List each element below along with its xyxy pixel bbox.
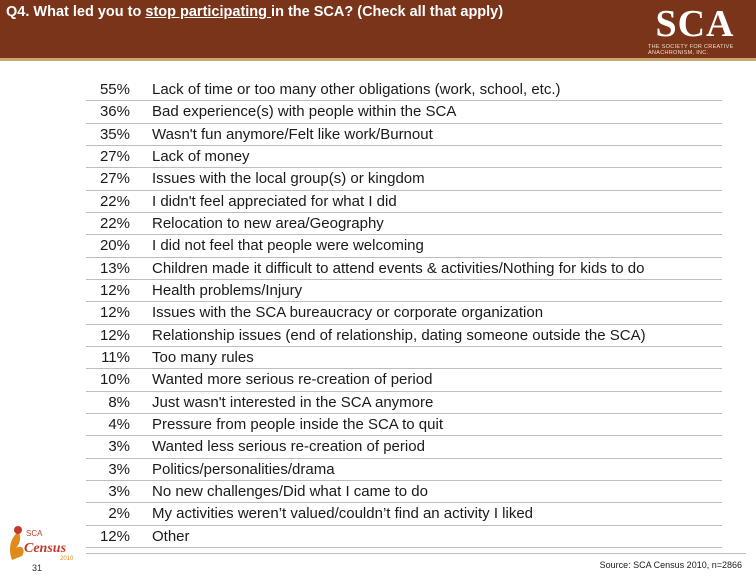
response-label: I didn't feel appreciated for what I did	[152, 192, 397, 210]
list-item: 22% I didn't feel appreciated for what I …	[86, 191, 722, 213]
bottom-divider	[86, 553, 746, 554]
response-label: Just wasn't interested in the SCA anymor…	[152, 393, 434, 411]
response-percent: 22%	[99, 214, 130, 232]
slide-header: Q4. What led you to stop participating i…	[0, 0, 756, 61]
response-label: Bad experience(s) with people within the…	[152, 103, 457, 121]
list-item: 22% Relocation to new area/Geography	[86, 213, 722, 236]
response-label: Wanted less serious re-creation of perio…	[152, 438, 425, 456]
census-logo: SCA Census 2010	[4, 522, 84, 572]
list-item: 36% Bad experience(s) with people within …	[86, 101, 722, 124]
response-label: Pressure from people inside the SCA to q…	[152, 415, 443, 433]
sca-logo: SCA THE SOCIETY FOR CREATIVE ANACHRONISM…	[640, 4, 750, 58]
question-prefix: Q4. What led you to	[6, 4, 146, 20]
response-percent: 55%	[99, 81, 130, 98]
list-item: 20% I did not feel that people were welco…	[86, 235, 722, 258]
list-item: 4% Pressure from people inside the SCA to…	[86, 414, 722, 437]
list-item: 35% Wasn't fun anymore/Felt like work/Bur…	[86, 124, 722, 146]
response-percent: 3%	[108, 482, 130, 500]
response-label: Health problems/Injury	[152, 281, 303, 299]
list-item: 8% Just wasn't interested in the SCA anym…	[86, 392, 722, 414]
response-label: Politics/personalities/drama	[152, 460, 335, 478]
response-percent: 3%	[108, 438, 130, 456]
response-label: Relationship issues (end of relationship…	[152, 326, 646, 344]
census-logo-year: 2010	[60, 556, 74, 562]
list-item: 12% Other	[86, 526, 722, 548]
list-item: 12% Issues with the SCA bureaucracy or co…	[86, 302, 722, 325]
census-logo-word: Census	[24, 541, 67, 556]
response-label: Lack of money	[152, 147, 250, 165]
response-percent: 2%	[108, 505, 130, 523]
response-label: Wasn't fun anymore/Felt like work/Burnou…	[152, 125, 433, 143]
list-item: 27% Lack of money	[86, 146, 722, 169]
census-logo-icon: SCA Census 2010	[10, 526, 74, 562]
response-label: Too many rules	[152, 348, 254, 366]
response-percent: 35%	[99, 125, 130, 143]
response-label: Issues with the local group(s) or kingdo…	[152, 170, 425, 188]
response-percent: 11%	[101, 348, 130, 366]
response-percent: 10%	[99, 371, 130, 389]
list-item: 3% Politics/personalities/drama	[86, 459, 722, 481]
question-title: Q4. What led you to stop participating i…	[6, 3, 606, 22]
response-percent: 12%	[99, 326, 130, 344]
response-percent: 12%	[99, 281, 130, 299]
list-item: 55% Lack of time or too many other obliga…	[86, 79, 722, 102]
list-item: 3% Wanted less serious re-creation of per…	[86, 436, 722, 459]
response-percent: 27%	[99, 170, 130, 188]
list-item: 12% Relationship issues (end of relations…	[86, 325, 722, 347]
sca-logo-text: SCA	[655, 3, 735, 45]
response-label: No new challenges/Did what I came to do	[152, 482, 428, 500]
response-percent: 27%	[99, 147, 130, 165]
source-note: Source: SCA Census 2010, n=2866	[599, 560, 742, 570]
list-item: 10% Wanted more serious re-creation of pe…	[86, 369, 722, 392]
response-label: My activities weren’t valued/couldn’t fi…	[152, 505, 534, 523]
list-item: 12% Health problems/Injury	[86, 280, 722, 303]
question-underlined: stop participating	[145, 4, 272, 20]
response-label: Wanted more serious re-creation of perio…	[152, 371, 433, 389]
list-item: 27% Issues with the local group(s) or kin…	[86, 168, 722, 191]
response-label: Issues with the SCA bureaucracy or corpo…	[152, 304, 544, 322]
page-number: 31	[32, 563, 43, 573]
response-percent: 8%	[108, 393, 130, 411]
response-label: Children made it difficult to attend eve…	[152, 259, 645, 277]
list-item: 13% Children made it difficult to attend …	[86, 258, 722, 280]
response-list: 55% Lack of time or too many other obliga…	[86, 79, 722, 548]
response-percent: 12%	[99, 304, 130, 322]
response-percent: 22%	[99, 192, 130, 210]
list-item: 2% My activities weren’t valued/couldn’t …	[86, 503, 722, 526]
census-logo-top: SCA	[26, 529, 43, 538]
response-percent: 12%	[99, 527, 130, 545]
list-item: 11% Too many rules	[86, 347, 722, 370]
response-percent: 36%	[99, 103, 130, 121]
response-label: Relocation to new area/Geography	[152, 214, 384, 232]
sca-logo-subtitle: THE SOCIETY FOR CREATIVE ANACHRONISM, IN…	[648, 44, 734, 56]
response-percent: 20%	[99, 237, 130, 255]
list-item: 3% No new challenges/Did what I came to d…	[86, 481, 722, 504]
response-percent: 3%	[108, 460, 130, 478]
response-percent: 13%	[99, 259, 130, 277]
response-label: Other	[152, 527, 190, 545]
question-suffix: in the SCA? (Check all that apply)	[271, 4, 504, 20]
response-label: I did not feel that people were welcomin…	[152, 237, 424, 255]
response-percent: 4%	[108, 415, 130, 433]
response-label: Lack of time or too many other obligatio…	[152, 81, 561, 98]
